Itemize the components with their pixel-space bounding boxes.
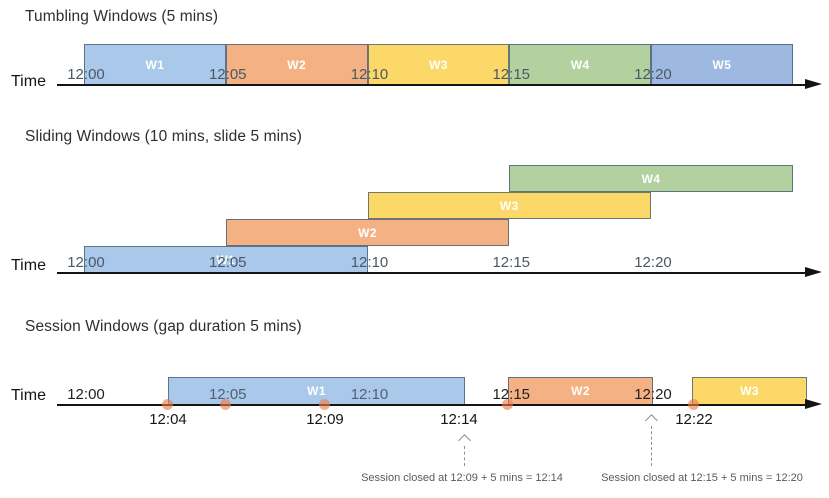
window-label: W2 (571, 384, 590, 398)
dashed-arrow-stem (464, 446, 465, 466)
window-w3: W3 (692, 377, 807, 405)
axis-tick-label: 12:10 (350, 66, 389, 83)
axis-tick-label: 12:00 (67, 66, 105, 83)
window-label: W4 (641, 171, 661, 186)
window-label: W1 (216, 252, 236, 267)
up-arrowhead-icon (645, 414, 658, 427)
window-w3: W3 (367, 192, 651, 219)
axis-tick-label: 12:15 (492, 66, 531, 83)
event-dot (688, 399, 699, 410)
event-time-label: 12:14 (440, 411, 478, 428)
window-label: W5 (712, 57, 732, 72)
axis-tick-label: 12:10 (350, 254, 389, 271)
window-label: W2 (358, 225, 377, 240)
axis-tick-label: 12:10 (350, 386, 389, 403)
window-w1: W1 (84, 246, 368, 273)
axis-tick-label: 12:05 (208, 386, 247, 403)
axis-tick-label: 12:20 (634, 66, 672, 83)
event-dot (162, 399, 173, 410)
event-dot (502, 399, 513, 410)
event-time-label: 12:09 (306, 411, 344, 428)
axis-tick-label: 12:20 (634, 386, 672, 403)
window-label: W1 (145, 57, 165, 72)
up-arrowhead-icon (458, 434, 471, 447)
window-w5: W5 (651, 44, 793, 85)
time-axis-caption-tumbling: Time (11, 73, 46, 90)
axis-tick-label: 12:05 (208, 254, 247, 271)
event-dot (220, 399, 231, 410)
tumbling-section-title: Tumbling Windows (5 mins) (25, 8, 219, 25)
time-axis-arrowhead-icon (805, 79, 822, 89)
axis-tick-label: 12:15 (492, 386, 531, 403)
window-label: W3 (428, 57, 448, 72)
time-axis-caption-session: Time (11, 387, 46, 404)
event-time-label: 12:04 (149, 411, 187, 428)
window-label: W1 (307, 384, 326, 398)
window-label: W3 (499, 198, 519, 213)
window-label: W2 (287, 57, 307, 72)
axis-tick-label: 12:00 (67, 386, 105, 403)
time-axis-line-session (57, 404, 808, 406)
time-axis-arrowhead-icon (805, 267, 822, 277)
time-axis-line-sliding (57, 272, 808, 274)
window-label: W3 (740, 384, 759, 398)
axis-tick-label: 12:00 (67, 254, 105, 271)
window-w1: W1 (168, 377, 465, 405)
session-closed-note: Session closed at 12:09 + 5 mins = 12:14 (361, 472, 563, 484)
window-w3: W3 (367, 44, 510, 85)
window-w2: W2 (225, 219, 510, 246)
axis-tick-label: 12:05 (208, 66, 247, 83)
window-w1: W1 (84, 44, 226, 85)
event-dot (319, 399, 330, 410)
session-section-title: Session Windows (gap duration 5 mins) (25, 318, 302, 335)
window-w4: W4 (509, 165, 793, 192)
event-time-label: 12:22 (675, 411, 713, 428)
axis-tick-label: 12:15 (492, 254, 531, 271)
axis-tick-label: 12:20 (634, 254, 672, 271)
sliding-section-title: Sliding Windows (10 mins, slide 5 mins) (25, 128, 302, 145)
session-closed-note: Session closed at 12:15 + 5 mins = 12:20 (601, 472, 803, 484)
time-axis-line-tumbling (57, 84, 808, 86)
time-axis-caption-sliding: Time (11, 257, 46, 274)
window-label: W4 (570, 57, 590, 72)
time-axis-arrowhead-icon (805, 399, 822, 409)
dashed-arrow-stem (651, 426, 652, 466)
